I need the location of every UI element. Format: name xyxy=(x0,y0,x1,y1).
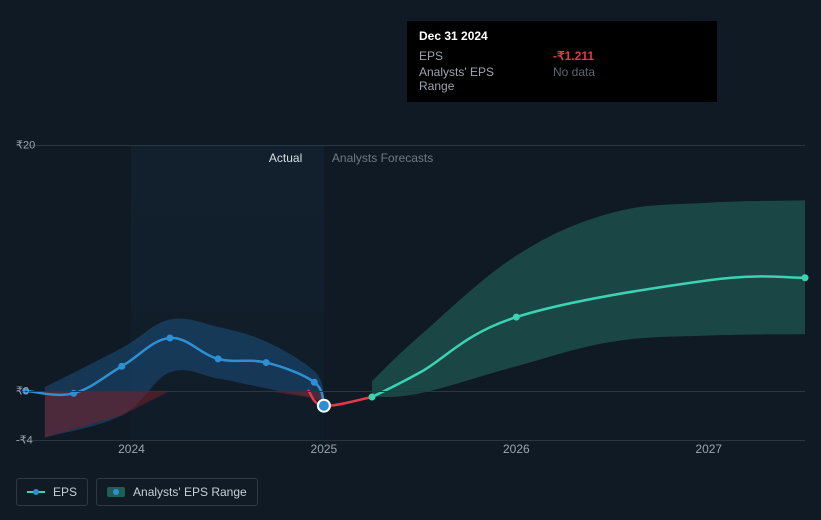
legend-label: Analysts' EPS Range xyxy=(133,485,247,499)
gridline xyxy=(16,440,805,441)
eps-forecast-marker xyxy=(802,274,809,281)
eps-chart: Actual Analysts Forecasts ₹20₹0-₹4202420… xyxy=(16,125,805,440)
chart-legend: EPS Analysts' EPS Range xyxy=(16,478,258,506)
eps-range-actual-negative xyxy=(45,391,324,438)
x-tick-label: 2026 xyxy=(503,442,530,456)
gridline xyxy=(16,391,805,392)
tooltip-row: Analysts' EPS Range No data xyxy=(419,64,705,94)
eps-marker xyxy=(311,379,318,386)
legend-item-range[interactable]: Analysts' EPS Range xyxy=(96,478,258,506)
eps-marker-current xyxy=(318,400,330,412)
tooltip-date: Dec 31 2024 xyxy=(419,29,705,43)
eps-forecast-marker xyxy=(369,393,376,400)
tooltip-row-value: No data xyxy=(553,65,705,93)
eps-marker xyxy=(118,363,125,370)
chart-svg xyxy=(16,125,805,440)
tooltip-row: EPS -₹1.211 xyxy=(419,48,705,64)
x-tick-label: 2027 xyxy=(695,442,722,456)
y-tick-label: ₹0 xyxy=(16,384,29,397)
legend-label: EPS xyxy=(53,485,77,499)
x-tick-label: 2024 xyxy=(118,442,145,456)
tooltip-row-label: Analysts' EPS Range xyxy=(419,65,529,93)
chart-tooltip: Dec 31 2024 EPS-₹1.211Analysts' EPS Rang… xyxy=(407,21,717,102)
tooltip-row-label: EPS xyxy=(419,49,529,63)
legend-swatch xyxy=(107,487,125,497)
eps-marker xyxy=(263,359,270,366)
eps-marker xyxy=(166,334,173,341)
eps-marker xyxy=(215,355,222,362)
y-tick-label: -₹4 xyxy=(16,434,33,447)
legend-swatch xyxy=(27,487,45,497)
tooltip-row-value: -₹1.211 xyxy=(553,49,705,63)
eps-forecast-marker xyxy=(513,314,520,321)
x-tick-label: 2025 xyxy=(311,442,338,456)
legend-item-eps[interactable]: EPS xyxy=(16,478,88,506)
y-tick-label: ₹20 xyxy=(16,139,35,152)
gridline xyxy=(16,145,805,146)
